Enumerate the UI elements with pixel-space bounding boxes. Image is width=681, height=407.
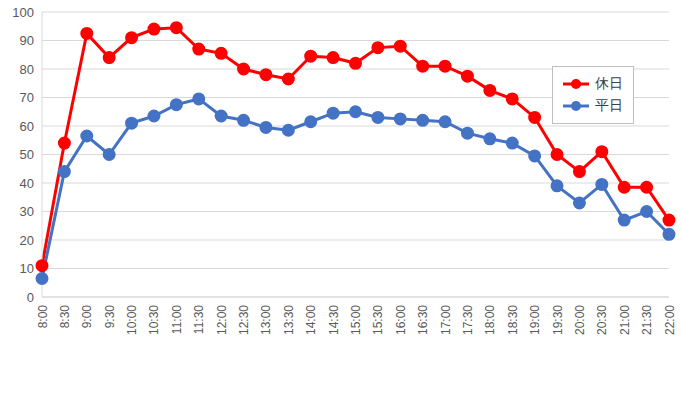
- html-text:休日: 休日: [595, 75, 623, 91]
- svg-text:17:30: 17:30: [461, 305, 475, 335]
- svg-text:11:30: 11:30: [192, 305, 206, 334]
- svg-text:60: 60: [20, 119, 34, 134]
- svg-text:12:00: 12:00: [215, 305, 229, 335]
- svg-text:21:30: 21:30: [640, 305, 654, 335]
- svg-text:11:00: 11:00: [170, 305, 184, 334]
- svg-text:50: 50: [20, 147, 34, 162]
- svg-text:9:00: 9:00: [80, 305, 94, 329]
- svg-text:21:00: 21:00: [618, 305, 632, 335]
- svg-text:10: 10: [20, 261, 34, 276]
- svg-text:20: 20: [20, 233, 34, 248]
- svg-text:20:30: 20:30: [595, 305, 609, 335]
- svg-text:8:30: 8:30: [58, 305, 72, 329]
- svg-text:14:00: 14:00: [304, 305, 318, 335]
- svg-text:22:00: 22:00: [663, 305, 673, 335]
- svg-text:18:30: 18:30: [506, 305, 520, 335]
- svg-text:10:00: 10:00: [125, 305, 139, 335]
- svg-text:40: 40: [20, 176, 34, 191]
- svg-text:0: 0: [27, 290, 34, 305]
- svg-text:13:30: 13:30: [282, 305, 296, 335]
- svg-text:18:00: 18:00: [483, 305, 497, 335]
- svg-text:15:00: 15:00: [349, 305, 363, 335]
- svg-text:70: 70: [20, 90, 34, 105]
- svg-text:12:30: 12:30: [237, 305, 251, 335]
- svg-text:19:30: 19:30: [551, 305, 565, 335]
- svg-text:13:00: 13:00: [259, 305, 273, 335]
- svg-text:16:30: 16:30: [416, 305, 430, 335]
- svg-text:30: 30: [20, 204, 34, 219]
- svg-text:15:30: 15:30: [371, 305, 385, 335]
- svg-text:19:00: 19:00: [528, 305, 542, 335]
- svg-text:90: 90: [20, 33, 34, 48]
- html-text:平日: 平日: [595, 97, 623, 113]
- svg-text:16:00: 16:00: [394, 305, 408, 335]
- svg-text:80: 80: [20, 62, 34, 77]
- svg-text:14:30: 14:30: [327, 305, 341, 335]
- svg-text:10:30: 10:30: [147, 305, 161, 335]
- svg-text:100: 100: [12, 5, 34, 20]
- svg-text:8:00: 8:00: [36, 305, 50, 329]
- svg-text:20:00: 20:00: [573, 305, 587, 335]
- svg-text:17:00: 17:00: [439, 305, 453, 335]
- svg-text:9:30: 9:30: [103, 305, 117, 329]
